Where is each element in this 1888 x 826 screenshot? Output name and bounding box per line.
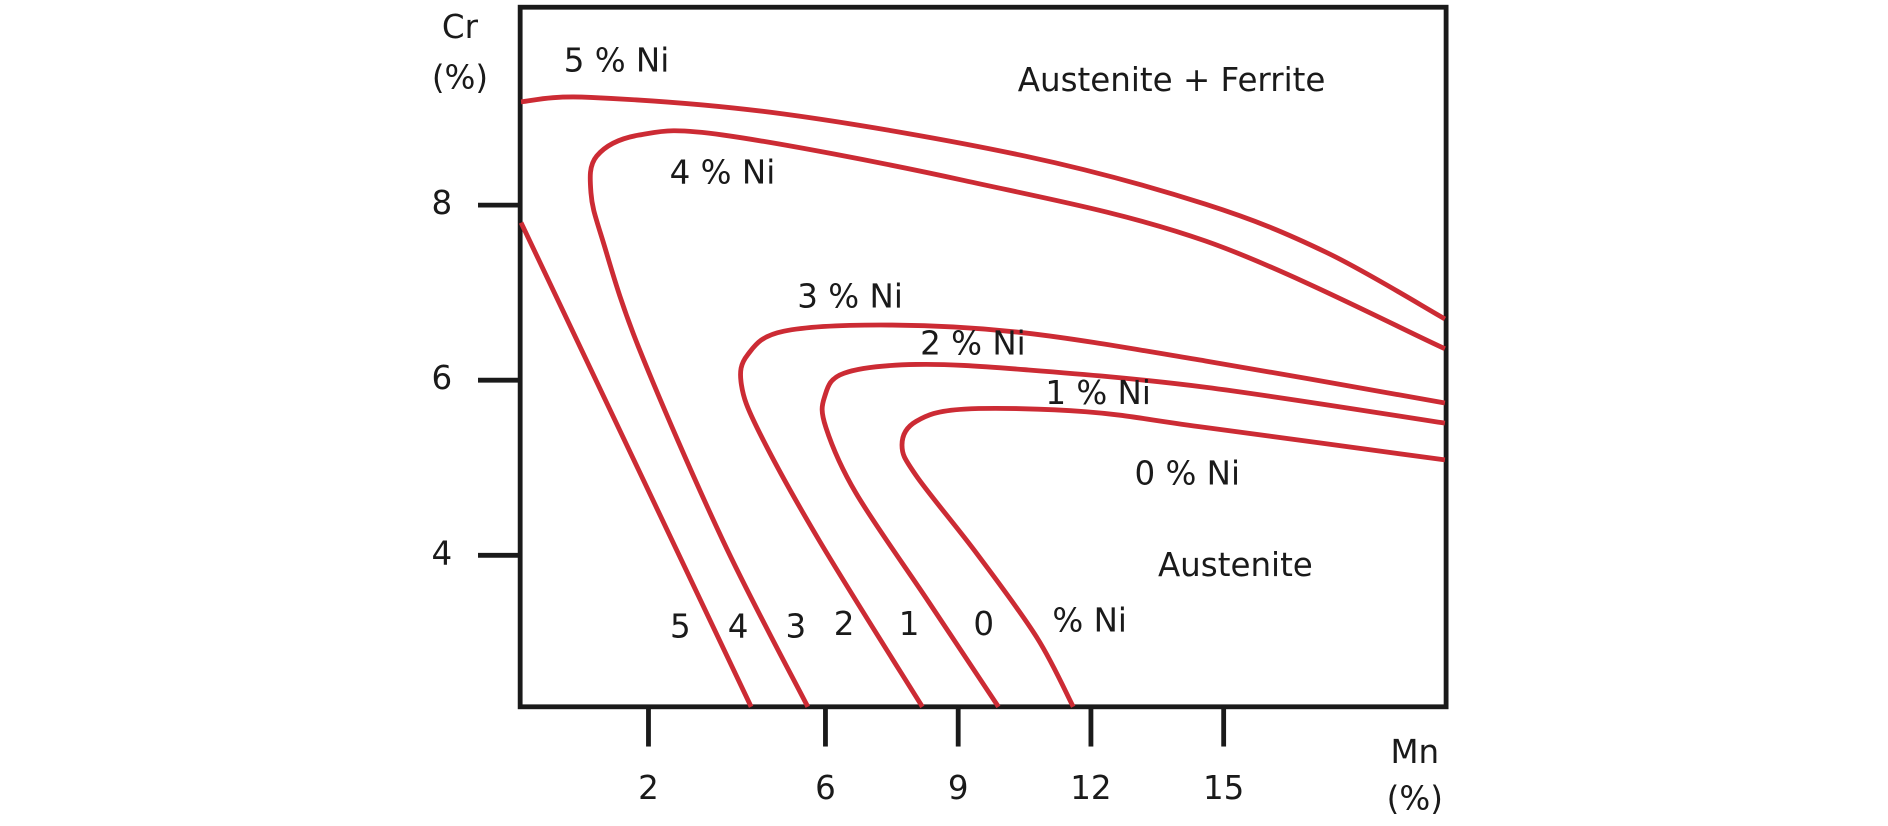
curve-label: 5 % Ni — [564, 42, 670, 80]
y-axis-label: (%) — [432, 58, 488, 96]
annotation: 1 — [899, 605, 920, 643]
ni-curve — [819, 361, 1446, 709]
curve-label: 2 % Ni — [920, 325, 1026, 363]
curve-label: 3 % Ni — [797, 278, 903, 316]
ni-curve — [587, 128, 1446, 708]
x-tick-label: 6 — [815, 769, 836, 807]
curve-label: 4 % Ni — [670, 154, 776, 192]
annotation: 0 % Ni — [1134, 455, 1240, 493]
y-tick-label: 4 — [432, 534, 453, 572]
curve-label: 1 % Ni — [1045, 374, 1151, 412]
annotation: Austenite — [1158, 546, 1313, 584]
x-tick-label: 15 — [1203, 769, 1244, 807]
ni-curve — [518, 94, 1447, 708]
annotation: 2 — [834, 605, 855, 643]
y-tick-label: 8 — [432, 184, 453, 222]
x-tick-label: 9 — [948, 769, 969, 807]
annotation: 5 — [670, 608, 691, 646]
ni-curve — [899, 405, 1446, 708]
annotation: 0 — [973, 605, 994, 643]
annotation: 4 — [728, 608, 749, 646]
x-axis-label: Mn — [1390, 733, 1439, 771]
ni-curve — [738, 322, 1446, 709]
x-axis-label: (%) — [1387, 780, 1443, 818]
annotation: % Ni — [1052, 602, 1127, 640]
x-tick-label: 2 — [638, 769, 659, 807]
annotation: Austenite + Ferrite — [1018, 61, 1326, 99]
plot-frame — [517, 4, 1449, 710]
y-axis-label: Cr — [442, 8, 479, 46]
annotation: 3 — [786, 608, 807, 646]
x-tick-label: 12 — [1070, 769, 1111, 807]
y-tick-label: 6 — [432, 359, 453, 397]
